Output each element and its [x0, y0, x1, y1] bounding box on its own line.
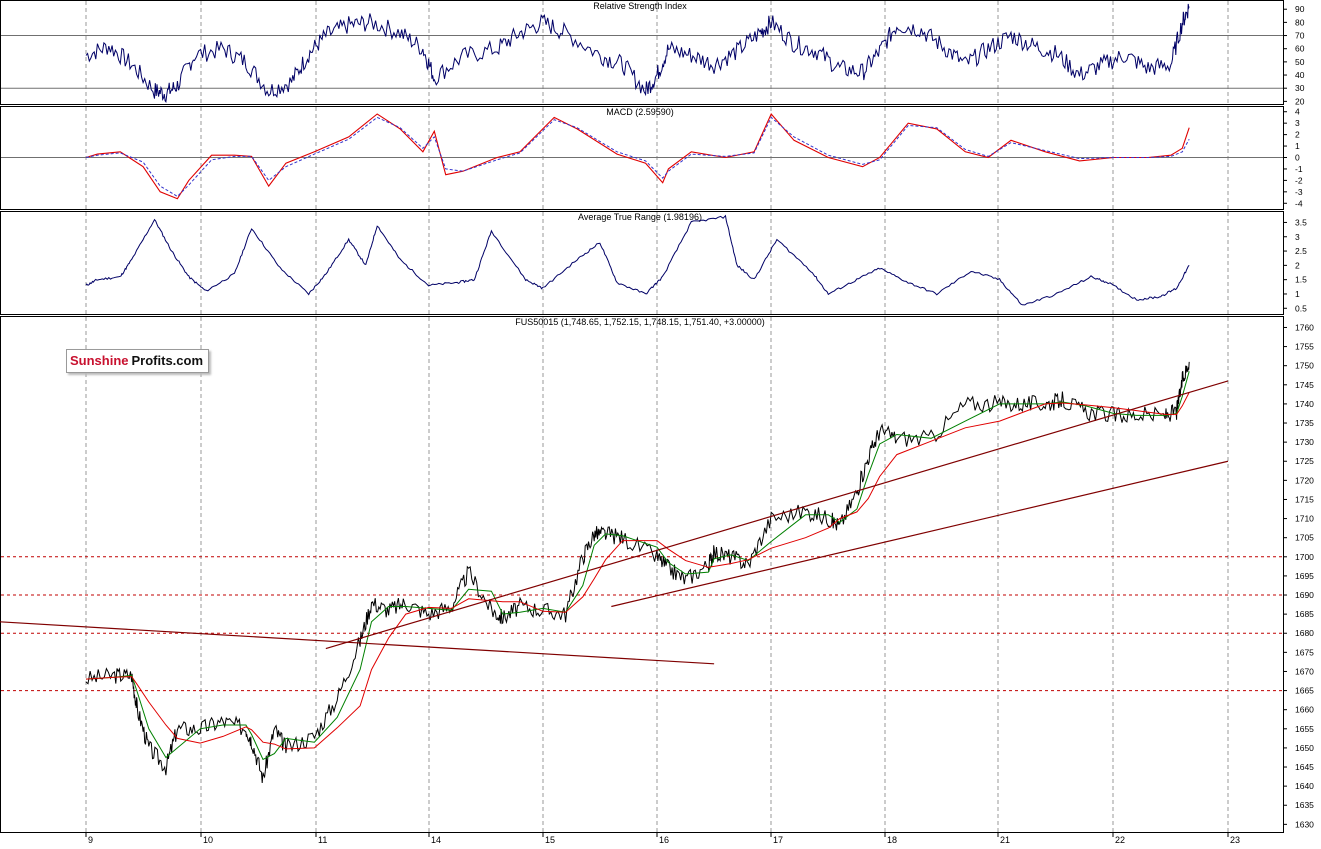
panel-4-frame [0, 316, 1284, 833]
panel-1-ytick-label: 40 [1295, 70, 1305, 80]
panel-4-ytick-label: 1720 [1295, 475, 1314, 485]
panel-3-ytick-label: 3.5 [1295, 217, 1307, 227]
logo-profits-text: Profits.com [130, 350, 209, 372]
price-series [85, 361, 1190, 784]
trendline-lower [611, 460, 1229, 608]
sunshine-profits-logo: Sunshine Profits.com [66, 349, 210, 373]
x-tick-label-23: 23 [1230, 835, 1240, 844]
panel-4-ytick-label: 1735 [1295, 418, 1314, 428]
panel-1-ytick-label: 90 [1295, 4, 1305, 14]
panel-4-ytick-label: 1630 [1295, 819, 1314, 829]
x-tick-label-22: 22 [1115, 835, 1125, 844]
panel-3-frame [0, 211, 1284, 315]
panel-4-ytick-label: 1750 [1295, 361, 1314, 371]
panel-4-ytick-label: 1760 [1295, 322, 1314, 332]
x-tick-label-11: 11 [318, 835, 327, 844]
panel-3-ytick-label: 3 [1295, 232, 1300, 242]
panel-2-title: MACD (2.59590) [606, 107, 674, 117]
panel-2-ytick-label: 2 [1295, 130, 1300, 140]
panel-4-ytick-label: 1710 [1295, 514, 1314, 524]
panel-2-ytick-label: 1 [1295, 141, 1300, 151]
ma-fast-line [85, 371, 1190, 761]
panel-2-ytick-label: -1 [1295, 164, 1303, 174]
x-tick-label-14: 14 [431, 835, 441, 844]
panel-4-ytick-label: 1680 [1295, 628, 1314, 638]
panel-2-ytick-label: -4 [1295, 198, 1303, 208]
panel-1-ytick-label: 80 [1295, 17, 1305, 27]
ma-slow-line [85, 392, 1190, 750]
panel-4-ytick-label: 1745 [1295, 380, 1314, 390]
panel-1-title: Relative Strength Index [593, 1, 687, 11]
x-tick-label-10: 10 [203, 835, 213, 844]
panel-3-ytick-label: 1.5 [1295, 275, 1307, 285]
x-tick-label-18: 18 [887, 835, 897, 844]
panel-4-ytick-label: 1670 [1295, 666, 1314, 676]
x-tick-label-9: 9 [88, 835, 93, 844]
panel-4-ytick-label: 1695 [1295, 571, 1314, 581]
macd-signal-line [85, 116, 1190, 198]
panel-4-ytick-label: 1725 [1295, 456, 1314, 466]
panel-1-ytick-label: 60 [1295, 44, 1305, 54]
panel-4-ytick-label: 1665 [1295, 686, 1314, 696]
panel-4-ytick-label: 1645 [1295, 762, 1314, 772]
panel-4-ytick-label: 1690 [1295, 590, 1314, 600]
x-tick-label-15: 15 [545, 835, 555, 844]
panel-3-ytick-label: 2.5 [1295, 246, 1307, 256]
logo-sunshine-text: Sunshine [67, 350, 131, 372]
panel-3-title: Average True Range (1.98196) [578, 212, 702, 222]
atr-line [85, 214, 1190, 306]
panel-4-ytick-label: 1730 [1295, 437, 1314, 447]
rsi-line [85, 3, 1190, 104]
panel-2-ytick-label: -2 [1295, 175, 1303, 185]
panel-4-ytick-label: 1705 [1295, 533, 1314, 543]
panel-4-ytick-label: 1635 [1295, 800, 1314, 810]
panel-4-ytick-label: 1660 [1295, 705, 1314, 715]
panel-4-title: FUS50015 (1,748.65, 1,752.15, 1,748.15, … [515, 317, 764, 327]
panel-1-ytick-label: 70 [1295, 31, 1305, 41]
panel-4-ytick-label: 1755 [1295, 342, 1314, 352]
panel-1-ytick-label: 30 [1295, 83, 1305, 93]
panel-1-ytick-label: 50 [1295, 57, 1305, 67]
x-tick-label-17: 17 [773, 835, 783, 844]
x-tick-label-16: 16 [659, 835, 669, 844]
panel-1-ytick-label: 20 [1295, 96, 1305, 106]
panel-4-ytick-label: 1715 [1295, 494, 1314, 504]
panel-2-ytick-label: -3 [1295, 187, 1303, 197]
panel-1-frame [0, 0, 1284, 105]
panel-4-ytick-label: 1655 [1295, 724, 1314, 734]
panel-4-ytick-label: 1740 [1295, 399, 1314, 409]
panel-3-ytick-label: 2 [1295, 260, 1300, 270]
panel-4-ytick-label: 1700 [1295, 552, 1314, 562]
panel-3-ytick-label: 0.5 [1295, 303, 1307, 313]
panel-2-ytick-label: 3 [1295, 118, 1300, 128]
panel-4-ytick-label: 1675 [1295, 647, 1314, 657]
panel-2-ytick-label: 0 [1295, 153, 1300, 163]
panel-4-ytick-label: 1650 [1295, 743, 1314, 753]
macd-line [85, 112, 1190, 200]
trendline-steep [325, 380, 1229, 650]
panel-2-ytick-label: 4 [1295, 107, 1300, 117]
x-tick-label-21: 21 [1000, 835, 1010, 844]
trendline-descending [0, 621, 715, 665]
panel-4-ytick-label: 1640 [1295, 781, 1314, 791]
panel-3-ytick-label: 1 [1295, 289, 1300, 299]
panel-4-ytick-label: 1685 [1295, 609, 1314, 619]
